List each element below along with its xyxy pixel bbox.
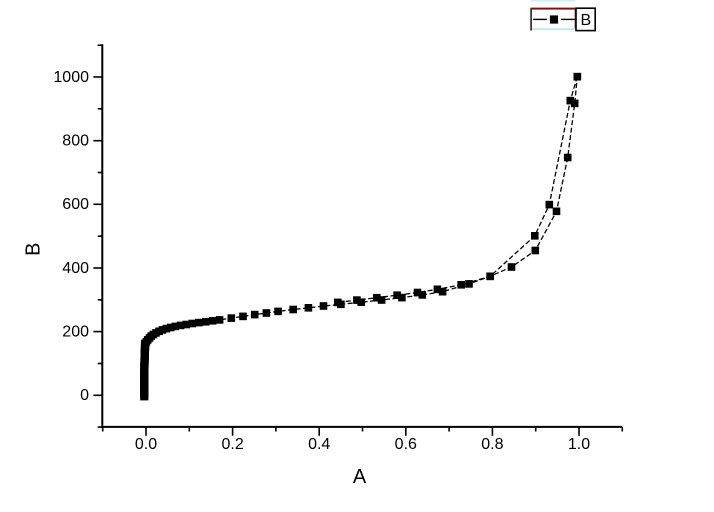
svg-text:1.0: 1.0 [568,436,590,453]
svg-text:0.0: 0.0 [135,436,157,453]
svg-text:1000: 1000 [53,69,89,86]
svg-text:400: 400 [62,260,89,277]
svg-text:0: 0 [80,387,89,404]
svg-text:B: B [23,243,45,256]
svg-text:0.2: 0.2 [221,436,243,453]
svg-text:B: B [580,12,591,29]
svg-text:0.4: 0.4 [308,436,330,453]
svg-text:0.6: 0.6 [395,436,417,453]
svg-text:0.8: 0.8 [481,436,503,453]
svg-text:600: 600 [62,196,89,213]
svg-text:A: A [353,466,367,488]
svg-text:200: 200 [62,323,89,340]
svg-text:800: 800 [62,133,89,150]
